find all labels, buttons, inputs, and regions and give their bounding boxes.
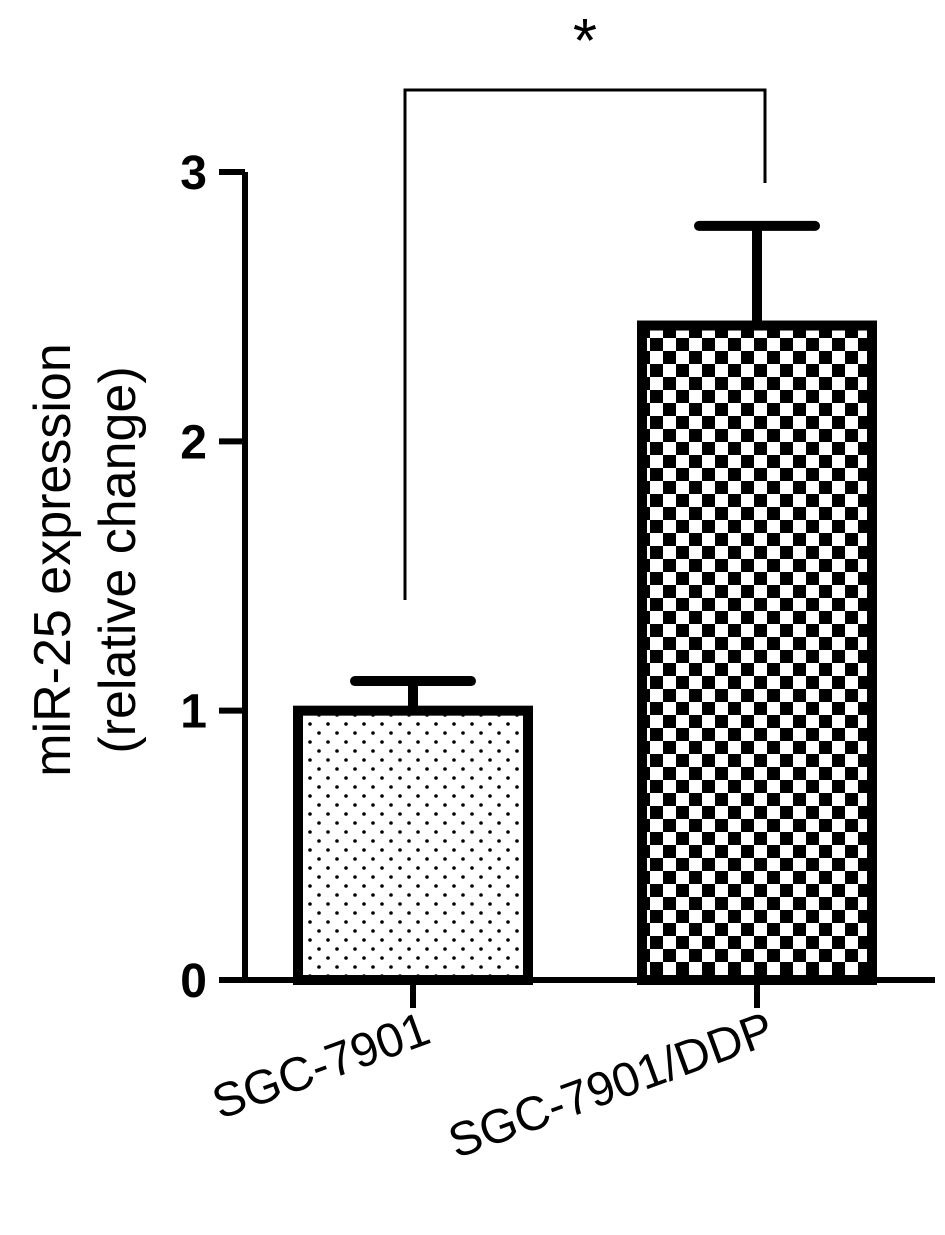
bar-2 — [637, 320, 877, 985]
y-axis-label-line-2: (relative change) — [89, 366, 147, 753]
y-tick-label-1: 1 — [180, 686, 207, 739]
significance-bracket — [403, 88, 767, 600]
y-axis-label-line-1: miR-25 expression — [24, 343, 82, 777]
y-tick-label-3: 3 — [180, 147, 207, 200]
x-category-label-1: SGC-7901 — [206, 1003, 437, 1130]
x-category-label-2: SGC-7901/DDP — [442, 1003, 781, 1170]
y-tick-label-0: 0 — [180, 955, 207, 1008]
y-axis-label: miR-25 expression (relative change) — [24, 343, 147, 777]
plot-area: 0 1 2 3 SGC-7901 SGC-7901/DDP * — [180, 7, 935, 1169]
significance-label: * — [573, 7, 597, 76]
bar-1 — [293, 705, 533, 986]
y-tick-label-2: 2 — [180, 416, 207, 469]
